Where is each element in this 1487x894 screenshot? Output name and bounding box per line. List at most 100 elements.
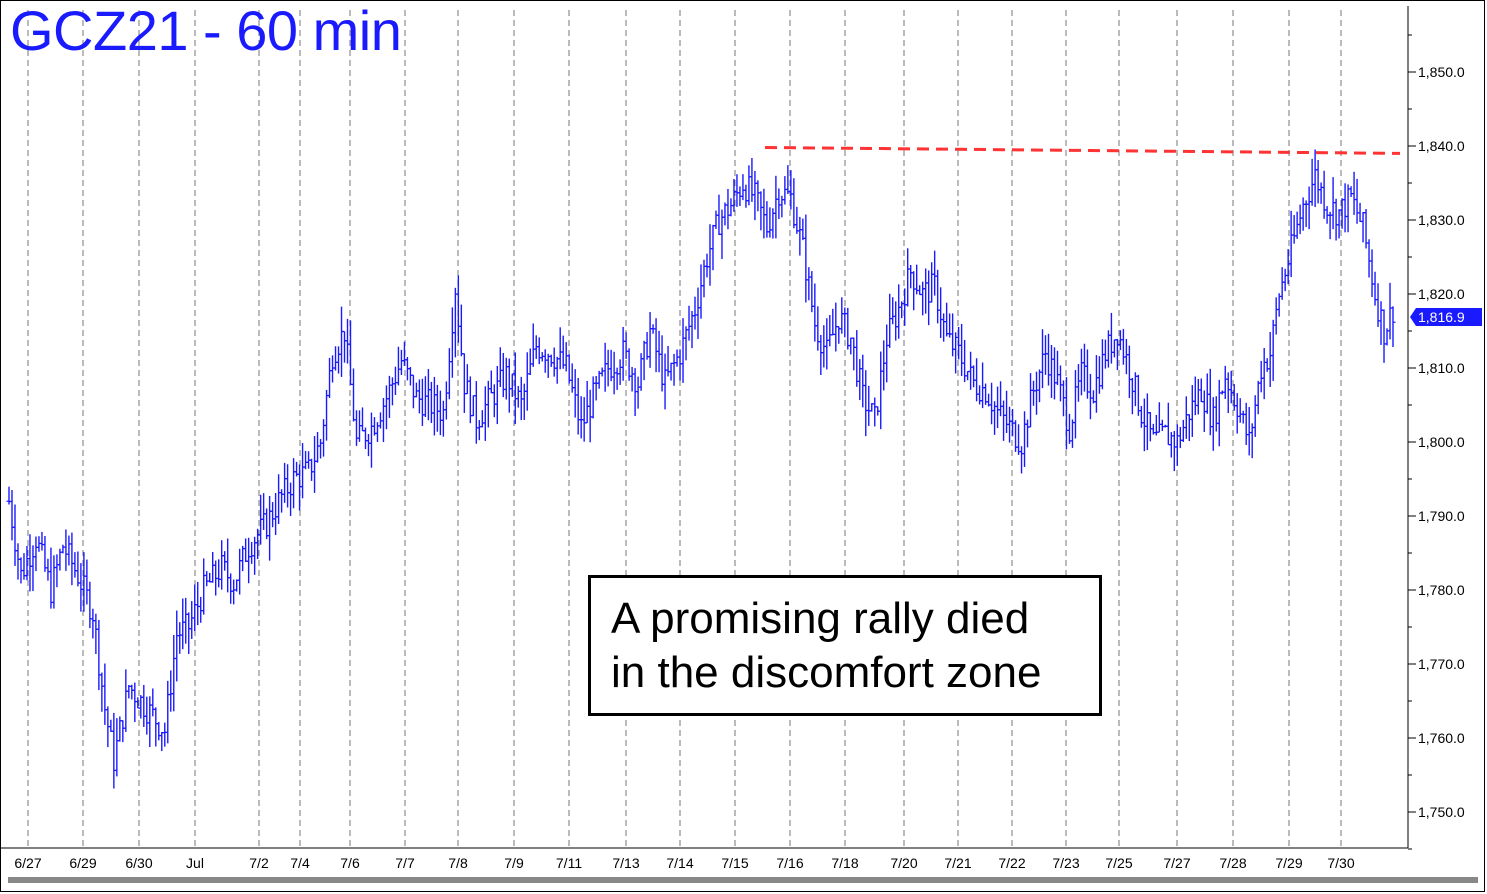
price-bar <box>165 680 171 744</box>
x-tick-label: 6/29 <box>69 855 96 871</box>
price-bar <box>1291 215 1297 244</box>
price-bar <box>542 349 548 373</box>
price-bar <box>926 270 932 326</box>
price-bar <box>12 504 18 566</box>
x-tick-label: 6/27 <box>14 855 41 871</box>
price-bar <box>1072 370 1078 439</box>
price-bar <box>938 287 944 339</box>
price-bar <box>425 369 431 421</box>
price-bar <box>1156 402 1162 433</box>
price-bar <box>48 547 54 609</box>
price-bar <box>75 551 81 587</box>
price-bar <box>273 492 279 535</box>
price-bar <box>452 287 458 358</box>
price-bar <box>923 268 929 314</box>
price-bar <box>1279 267 1285 300</box>
price-bar <box>842 307 848 338</box>
price-bar <box>584 380 590 424</box>
price-bar <box>336 346 342 374</box>
price-bar <box>755 180 761 212</box>
price-bar <box>228 573 234 604</box>
price-bar <box>1387 282 1393 340</box>
price-bar <box>1132 372 1138 407</box>
annotation-line-1: A promising rally died <box>611 594 1030 643</box>
price-bar <box>1016 424 1022 455</box>
price-bar <box>1354 178 1360 224</box>
price-bar <box>126 685 132 699</box>
price-bar <box>788 170 794 210</box>
price-bar <box>713 210 719 229</box>
price-bar <box>371 417 377 436</box>
price-bar <box>15 543 21 580</box>
price-bar <box>225 538 231 593</box>
y-tick-label: 1,850.0 <box>1418 64 1465 80</box>
price-bar <box>563 342 569 372</box>
x-tick-label: 7/13 <box>612 855 639 871</box>
price-bar <box>1360 211 1366 243</box>
price-bar <box>848 337 854 355</box>
price-bar <box>243 538 249 563</box>
price-bar <box>566 354 572 384</box>
price-bar <box>1165 402 1171 446</box>
price-bar <box>902 288 908 326</box>
price-bar <box>758 191 764 231</box>
price-bar <box>440 400 446 437</box>
price-bar <box>1381 309 1387 363</box>
price-bar <box>707 224 713 286</box>
price-bar <box>653 318 659 373</box>
price-bar <box>24 545 30 581</box>
price-bar <box>887 293 893 348</box>
price-bar <box>686 305 692 341</box>
price-bar <box>773 175 779 239</box>
price-bar <box>240 545 246 572</box>
price-bar <box>1135 374 1141 416</box>
price-bar <box>1294 211 1300 239</box>
price-bar <box>267 495 273 561</box>
price-bar <box>617 359 623 385</box>
price-bar <box>51 555 57 609</box>
resistance-line <box>764 145 1401 155</box>
price-bar <box>641 340 647 381</box>
price-bar <box>1339 198 1345 229</box>
price-bar <box>156 721 162 741</box>
price-bar <box>1369 249 1375 298</box>
price-bar <box>111 712 117 789</box>
price-bar <box>383 385 389 430</box>
price-bar <box>410 374 416 409</box>
price-bar <box>168 670 174 712</box>
price-bar <box>575 377 581 435</box>
price-bar <box>599 367 605 377</box>
price-bar <box>1213 396 1219 432</box>
price-bar <box>695 287 701 339</box>
price-bar <box>171 635 177 712</box>
price-bar <box>863 370 869 437</box>
price-bar <box>854 330 860 387</box>
price-bars <box>6 149 1396 789</box>
price-bar <box>60 544 66 554</box>
price-bar <box>180 598 186 650</box>
price-bar <box>1102 339 1108 369</box>
price-bar <box>63 529 69 571</box>
price-bar <box>141 684 147 728</box>
price-bar <box>917 285 923 296</box>
price-bar <box>677 349 683 381</box>
price-bar <box>150 688 156 717</box>
price-bar <box>710 224 716 271</box>
price-bar <box>578 396 584 439</box>
price-bar <box>66 535 72 566</box>
price-bar <box>84 559 90 605</box>
price-bar <box>309 458 315 481</box>
y-tick-label: 1,770.0 <box>1418 656 1465 672</box>
price-bar <box>333 346 339 371</box>
price-bar <box>851 337 857 371</box>
price-bar <box>123 669 129 732</box>
price-bar <box>524 352 530 411</box>
price-bar <box>434 384 440 432</box>
price-bar <box>920 281 926 316</box>
price-bar <box>662 353 668 410</box>
price-bar <box>467 376 473 424</box>
price-bar <box>782 176 788 205</box>
price-bar <box>674 349 680 367</box>
price-bar <box>1075 364 1081 402</box>
